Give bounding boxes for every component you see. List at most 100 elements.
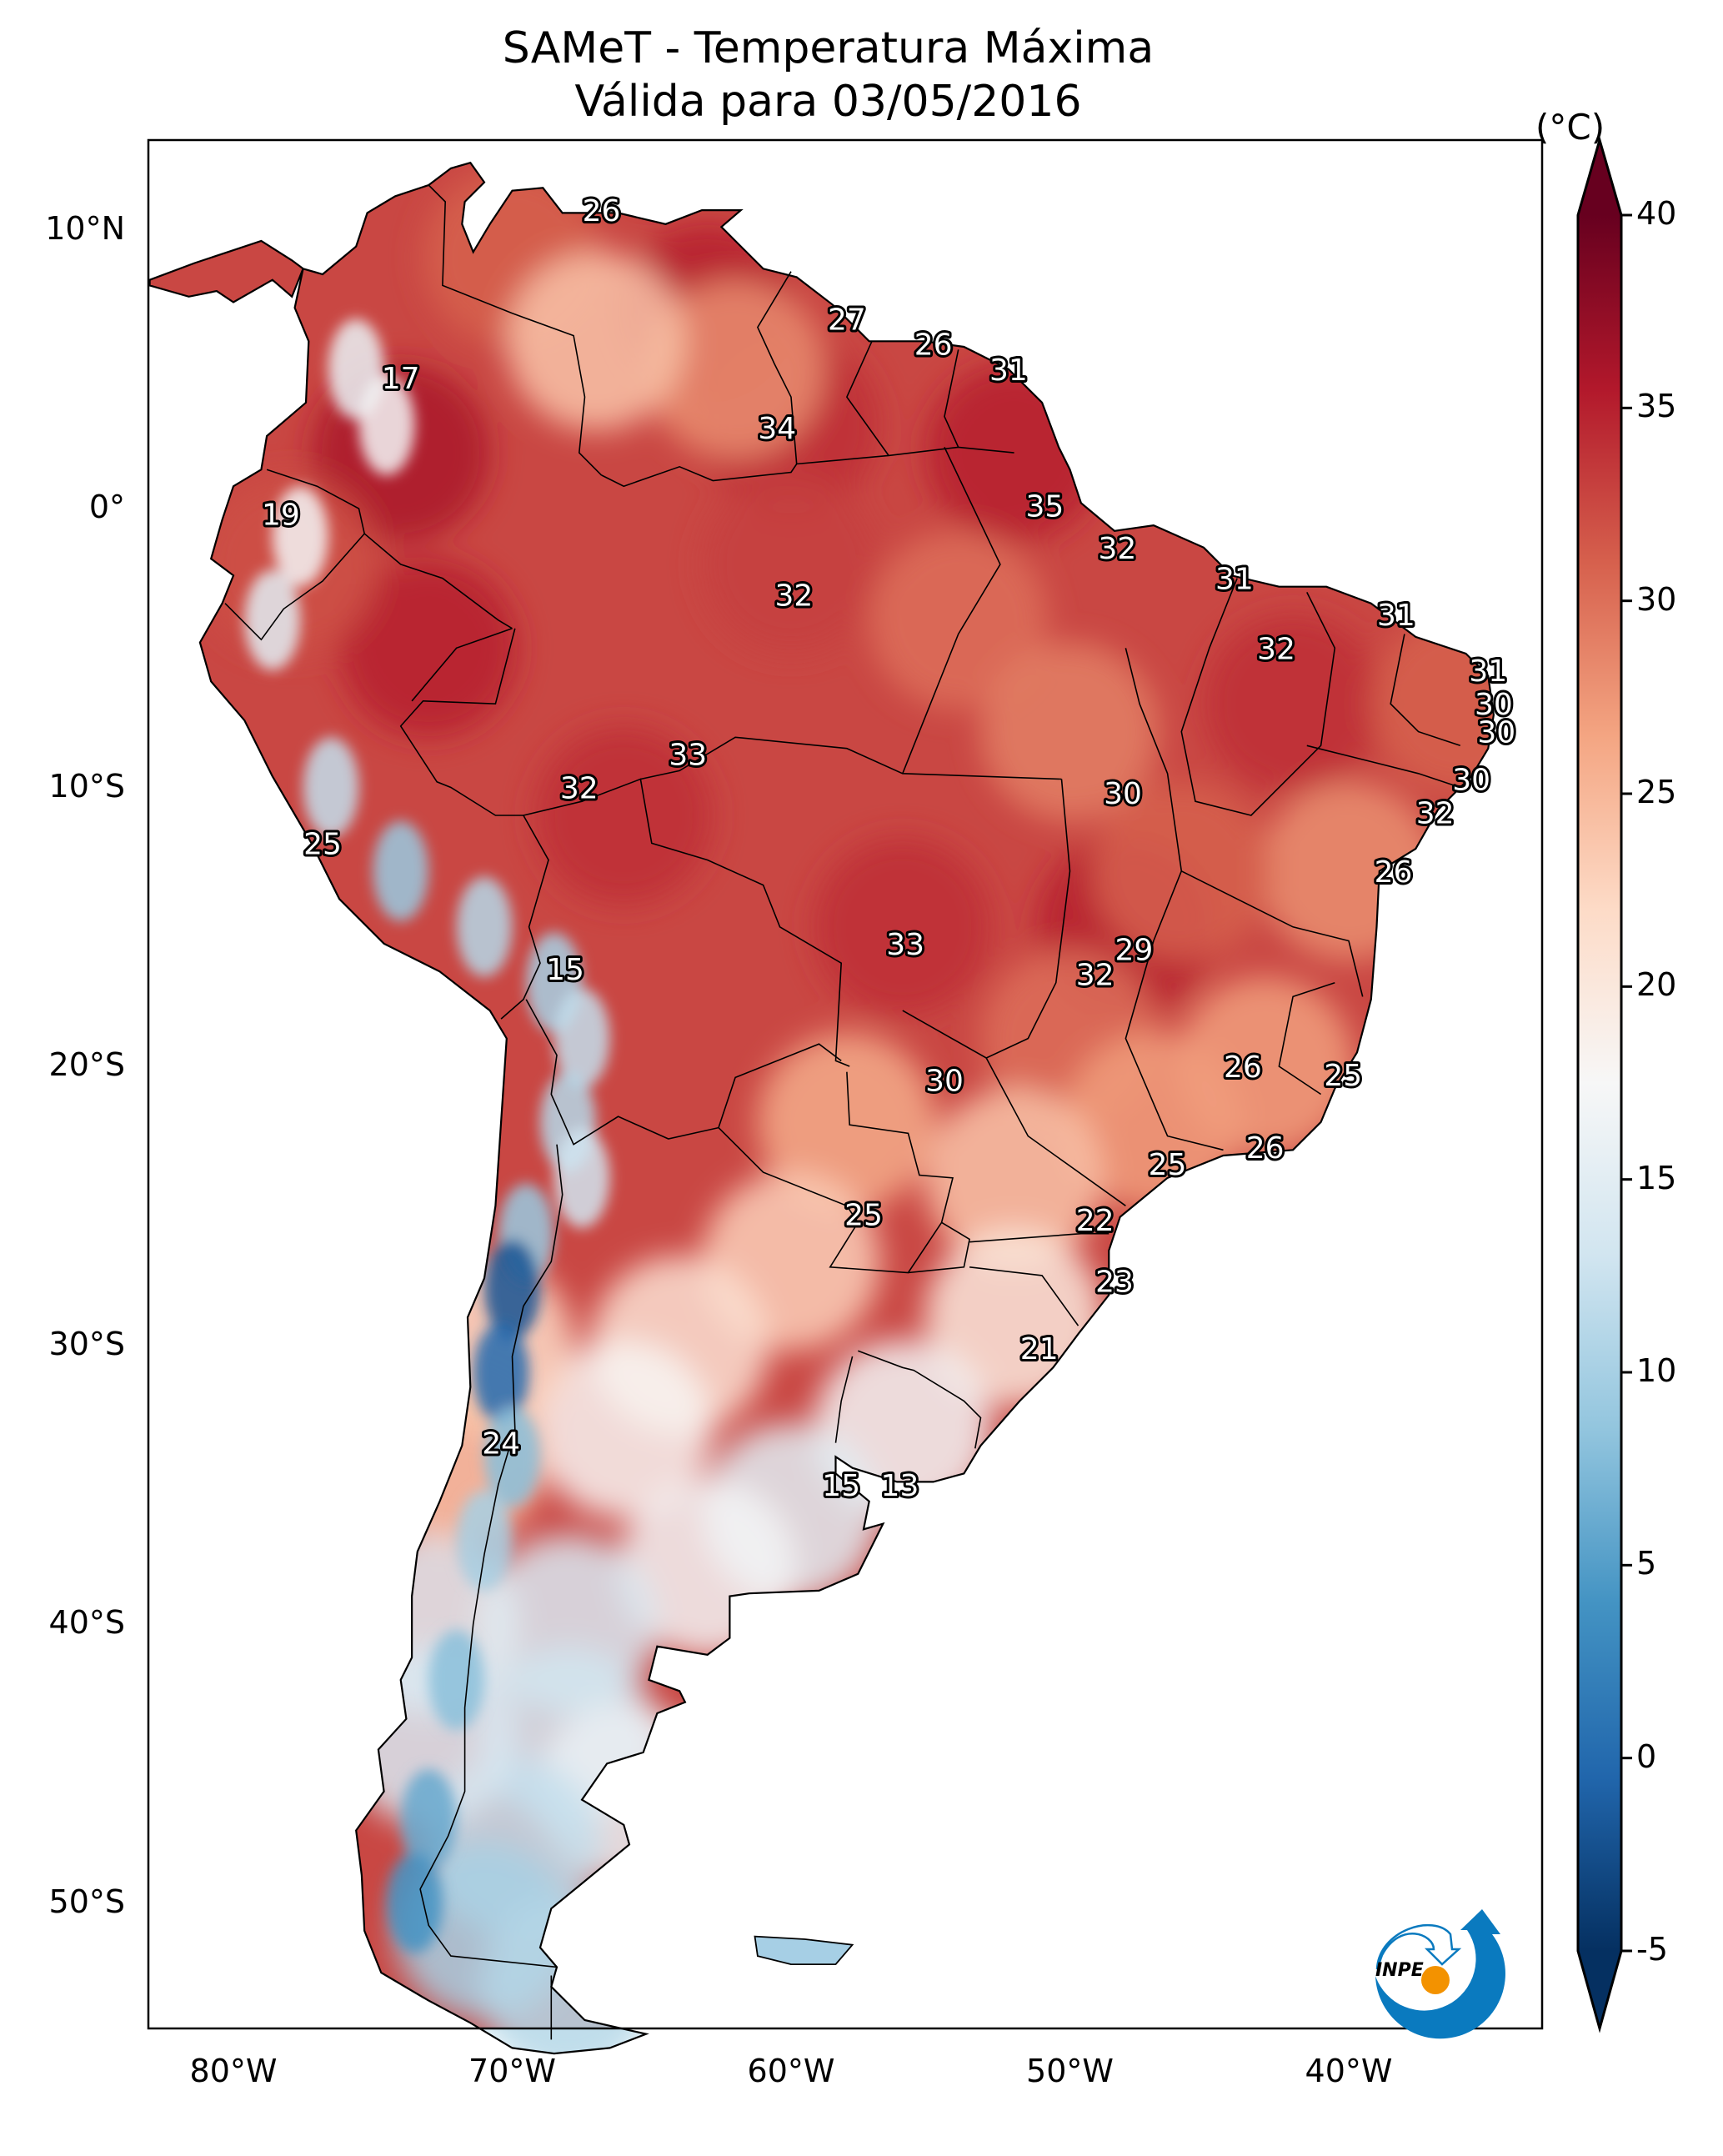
temperature-blob [980,642,1160,821]
inpe-logo-text: INPE [1375,1960,1424,1981]
station-temperature-label: 29 [1115,934,1154,968]
station-temperature-label: 31 [1377,599,1415,633]
country-border [601,446,1014,488]
station-temperature-label: 26 [1224,1050,1262,1085]
country-border [969,1266,1079,1326]
station-temperature-label: 26 [914,328,953,363]
colorbar-tick-label: 15 [1636,1159,1677,1196]
station-temperature-label: 24 [482,1427,520,1462]
country-border [399,628,549,1020]
station-temperature-label: 35 [1025,490,1064,524]
andes-blob [358,374,415,475]
colorbar-tick-label: 30 [1636,580,1677,618]
country-border [1390,634,1461,747]
colorbar-tick-label: 25 [1636,774,1677,810]
country-border [756,271,798,464]
andes-blob [484,1406,540,1507]
latitude-tick-label: 10°S [48,767,125,805]
andes-blob [400,1768,457,1870]
country-borders [224,184,1461,2040]
station-temperature-label: 32 [1076,959,1114,993]
inpe-logo: INPE [1375,1909,1505,2039]
station-temperature-label: 13 [881,1469,919,1503]
colorbar-tick-label: 5 [1636,1545,1657,1582]
station-temperature-label: 25 [1324,1059,1362,1093]
inpe-arrow-icon [1375,1909,1505,2039]
country-border [1124,648,1183,941]
andes-blob [553,988,610,1089]
station-temperature-label: 15 [822,1469,860,1503]
andes-blob [303,737,359,838]
colorbar-tick-label: 40 [1636,195,1677,232]
chart-subtitle: Válida para 03/05/2016 [574,77,1082,127]
latitude-tick-label: 50°S [48,1883,125,1920]
temperature-blob [757,1032,936,1211]
country-border [1180,870,1364,997]
latitude-tick-label: 30°S [48,1325,125,1362]
temperature-blob [646,279,825,459]
country-border [718,1071,954,1274]
station-temperature-label: 33 [669,738,707,772]
station-temperature-label: 30 [1452,763,1490,797]
colorbar-ticks [1621,213,1632,1953]
andes-blob [244,569,301,671]
colorbar-tick-label: 35 [1636,388,1677,425]
andes-blob [386,1853,443,1953]
station-temperature-label: 30 [925,1065,964,1099]
country-border [834,1356,854,1443]
station-temperature-label: 26 [1375,855,1413,890]
station-temperature-label: 32 [1257,632,1295,666]
latitude-tick-label: 0° [88,489,125,525]
colorbar-tick-label: -5 [1636,1931,1668,1968]
station-temperature-label: 25 [303,827,342,861]
station-temperature-label: 26 [1246,1131,1285,1166]
colorbar-body [1578,215,1621,1951]
andes-blob [473,1322,529,1424]
falkland-islands [754,1935,854,1965]
station-temperature-label: 31 [989,353,1028,388]
station-temperature-label: 34 [758,412,796,446]
colorbar-extend-min [1578,1951,1621,2028]
station-temperature-label: 31 [1215,563,1254,597]
andes-blob [456,876,513,977]
temperature-blob [534,1339,714,1518]
station-temperature-label: 32 [774,579,813,614]
station-temperature-label: 19 [262,499,300,533]
temperature-blob [339,559,518,738]
colorbar-tick-label: 20 [1636,966,1677,1004]
temperature-blob [924,1088,1104,1267]
longitude-tick-label: 40°W [1305,2053,1393,2089]
andes-blob [484,1239,540,1340]
country-border [525,999,842,1146]
temperature-blob [506,252,685,431]
station-temperature-label: 30 [1104,777,1142,811]
station-temperature-label: 32 [1416,797,1455,831]
andes-blob [428,1629,485,1731]
station-temperature-label: 32 [1098,532,1136,566]
map-frame [147,138,1544,2030]
country-border [224,533,365,641]
country-border [411,628,513,702]
temperature-blob [1370,614,1494,794]
country-border [1306,745,1461,789]
inpe-sun-icon [1421,1966,1450,1994]
country-border [1180,578,1336,816]
temperature-blob [869,530,1048,709]
station-temperature-label: 25 [844,1198,883,1232]
country-border [419,1144,563,1968]
andes-blob [553,1127,610,1229]
station-temperature-label: 23 [1095,1266,1134,1300]
colorbar-tick-label: 10 [1636,1352,1677,1389]
country-border [858,1350,982,1449]
country-border [985,1057,1126,1206]
station-temperature-label: 27 [828,303,866,338]
andes-cold-band [244,318,610,1953]
coastline [148,161,1495,2055]
country-border [523,778,850,1067]
latitude-tick-label: 10°N [45,209,125,247]
temperature-blob [534,725,714,905]
station-temperature-label: 22 [1076,1204,1114,1238]
country-border [902,779,1071,1059]
country-border [428,184,603,476]
